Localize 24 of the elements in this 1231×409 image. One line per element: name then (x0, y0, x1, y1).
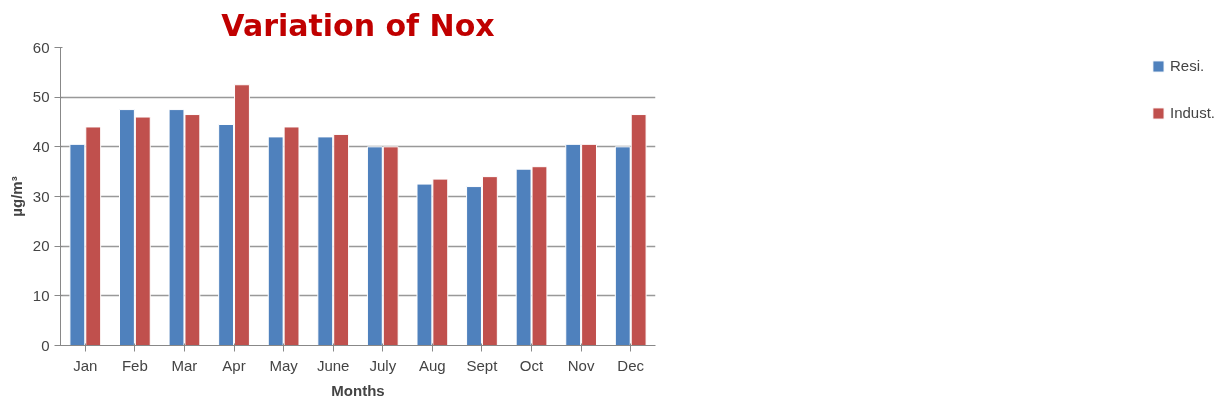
x-tick-label: Mar (171, 356, 198, 374)
x-tick-label: May (269, 356, 299, 374)
chart-title: Variation of Nox (221, 7, 495, 43)
x-tick-label: July (369, 356, 397, 374)
y-tick-label: 10 (32, 286, 50, 304)
x-tick-label: Apr (222, 356, 246, 374)
x-tick-label: Dec (617, 356, 645, 374)
y-tick-label: 30 (32, 187, 50, 205)
y-tick-label: 20 (32, 237, 50, 255)
y-tick-label: 60 (32, 38, 50, 56)
x-tick-label: Aug (419, 356, 446, 374)
y-axis-title: µg/m³ (7, 176, 25, 217)
x-tick-label: Feb (121, 356, 148, 374)
x-tick-label: Nov (567, 356, 595, 374)
legend-label: Resi. (1169, 57, 1205, 74)
y-tick-label: 50 (32, 88, 50, 106)
x-axis-title: Months (331, 381, 385, 399)
y-tick-label: 40 (32, 137, 50, 155)
x-tick-label: June (316, 356, 350, 374)
x-tick-label: Jan (73, 356, 98, 374)
y-tick-label: 0 (41, 336, 50, 354)
x-tick-label: Sept (466, 356, 499, 374)
legend-label: Indust. (1169, 104, 1215, 121)
x-tick-label: Oct (519, 356, 545, 374)
